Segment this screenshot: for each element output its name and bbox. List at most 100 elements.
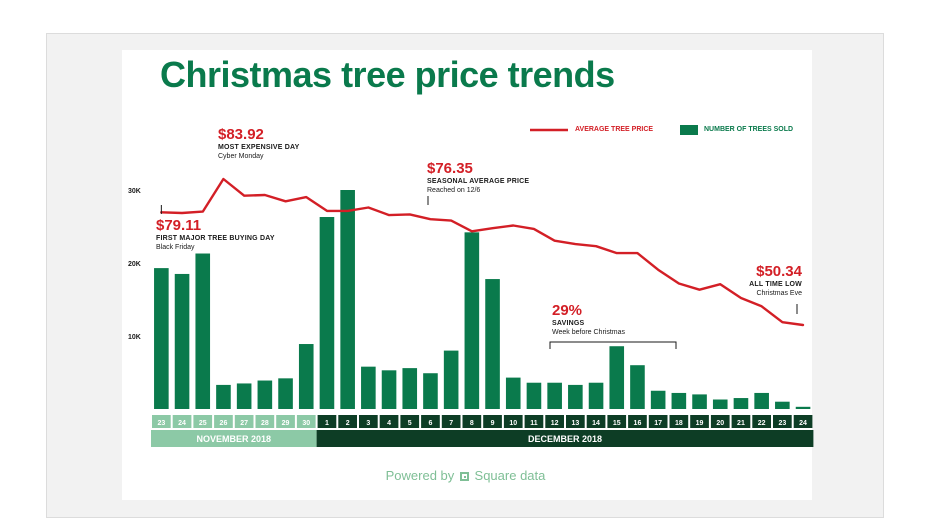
x-tick-label: 15 xyxy=(613,420,621,427)
month-band xyxy=(316,430,814,447)
annotation-first-day: $79.11 FIRST MAJOR TREE BUYING DAY Black… xyxy=(156,218,275,252)
y-tick-label: 20K xyxy=(128,261,141,268)
x-tick-label: 28 xyxy=(261,420,269,427)
savings-sub: Week before Christmas xyxy=(552,329,626,336)
x-tick-box xyxy=(172,415,192,428)
x-tick-box xyxy=(710,415,730,428)
x-tick-label: 23 xyxy=(778,420,786,427)
bar xyxy=(630,365,645,409)
x-tick-label: 14 xyxy=(592,420,600,427)
x-tick-box xyxy=(793,415,813,428)
x-tick-box xyxy=(296,415,316,428)
savings-caption: SAVINGS xyxy=(552,320,585,327)
x-tick-label: 16 xyxy=(634,420,642,427)
bar xyxy=(588,382,604,409)
x-tick-label: 5 xyxy=(408,420,412,427)
annotation-low: $50.34 ALL TIME LOW Christmas Eve xyxy=(749,264,802,298)
low-sub: Christmas Eve xyxy=(756,290,802,297)
y-tick-label: 30K xyxy=(128,188,141,195)
x-tick-box xyxy=(648,415,668,428)
x-tick-box xyxy=(669,415,689,428)
seasonal-avg-caption: SEASONAL AVERAGE PRICE xyxy=(427,178,530,185)
x-tick-label: 22 xyxy=(758,420,766,427)
bar xyxy=(174,273,190,409)
bar xyxy=(547,382,562,409)
x-tick-label: 12 xyxy=(551,420,559,427)
x-tick-box xyxy=(379,415,399,428)
max-price-sub: Cyber Monday xyxy=(218,153,264,160)
savings-bracket xyxy=(549,341,677,349)
y-axis: 10K 20K 30K xyxy=(128,188,141,341)
x-tick-box xyxy=(152,415,171,428)
x-tick-label: 29 xyxy=(282,420,290,427)
bar xyxy=(712,399,728,409)
low-caption: ALL TIME LOW xyxy=(749,281,802,288)
bar xyxy=(195,253,211,409)
first-day-value: $79.11 xyxy=(156,217,202,234)
savings-value: 29% xyxy=(552,302,583,319)
x-tick-box xyxy=(483,415,502,428)
bar xyxy=(319,217,335,409)
x-tick-label: 18 xyxy=(675,420,683,427)
max-price-caption: MOST EXPENSIVE DAY xyxy=(218,144,300,151)
x-tick-label: 10 xyxy=(509,420,517,427)
bar xyxy=(443,350,459,409)
x-tick-label: 17 xyxy=(654,420,662,427)
seasonal-avg-value: $76.35 xyxy=(427,160,473,177)
square-logo-icon xyxy=(459,472,469,481)
seasonal-avg-sub: Reached on 12/6 xyxy=(427,187,481,194)
bar xyxy=(671,392,687,409)
x-tick-label: 23 xyxy=(157,420,165,427)
x-tick-label: 11 xyxy=(530,420,538,427)
x-tick-label: 7 xyxy=(449,420,453,427)
footer-brand: Square data xyxy=(474,468,546,483)
x-tick-box xyxy=(586,415,606,428)
x-tick-box xyxy=(607,415,627,428)
x-tick-box xyxy=(359,415,378,428)
first-day-sub: Black Friday xyxy=(156,244,195,251)
chart-title: Christmas tree price trends xyxy=(160,54,615,95)
price-line-series xyxy=(160,177,805,327)
bar xyxy=(257,380,273,409)
x-tick-box xyxy=(276,415,295,428)
price-line xyxy=(160,177,805,327)
bar xyxy=(650,390,666,409)
x-tick-label: 21 xyxy=(737,420,745,427)
x-tick-label: 26 xyxy=(220,420,228,427)
bar xyxy=(278,378,293,409)
bar xyxy=(464,232,480,409)
bar xyxy=(361,366,376,409)
x-tick-label: 27 xyxy=(240,420,248,427)
legend-bar-swatch xyxy=(680,125,698,135)
x-tick-box xyxy=(421,415,440,428)
x-tick-box xyxy=(524,415,544,428)
x-tick-label: 24 xyxy=(799,420,807,427)
annotation-seasonal-avg: $76.35 SEASONAL AVERAGE PRICE Reached on… xyxy=(427,161,529,195)
bar xyxy=(485,279,500,409)
x-tick-box xyxy=(255,415,275,428)
x-tick-box xyxy=(690,415,709,428)
x-tick-box xyxy=(752,415,771,428)
x-tick-box xyxy=(234,415,254,428)
bar xyxy=(733,398,749,409)
x-tick-label: 19 xyxy=(696,420,704,427)
x-tick-box xyxy=(193,415,213,428)
x-tick-label: 4 xyxy=(387,420,391,427)
bar xyxy=(568,384,583,409)
x-tick-box xyxy=(503,415,523,428)
x-tick-box xyxy=(731,415,751,428)
bar xyxy=(692,394,707,409)
bar xyxy=(298,344,314,409)
bar xyxy=(381,370,397,409)
max-price-value: $83.92 xyxy=(218,126,264,143)
legend-marks xyxy=(530,125,698,135)
x-tick-label: 30 xyxy=(302,420,310,427)
annotation-savings: 29% SAVINGS Week before Christmas xyxy=(552,303,625,337)
low-value: $50.34 xyxy=(756,263,802,280)
first-day-caption: FIRST MAJOR TREE BUYING DAY xyxy=(156,235,275,242)
bar-series xyxy=(154,190,811,409)
bar xyxy=(795,406,811,409)
x-tick-box xyxy=(400,415,420,428)
x-tick-label: 3 xyxy=(366,420,370,427)
x-tick-box xyxy=(441,415,461,428)
